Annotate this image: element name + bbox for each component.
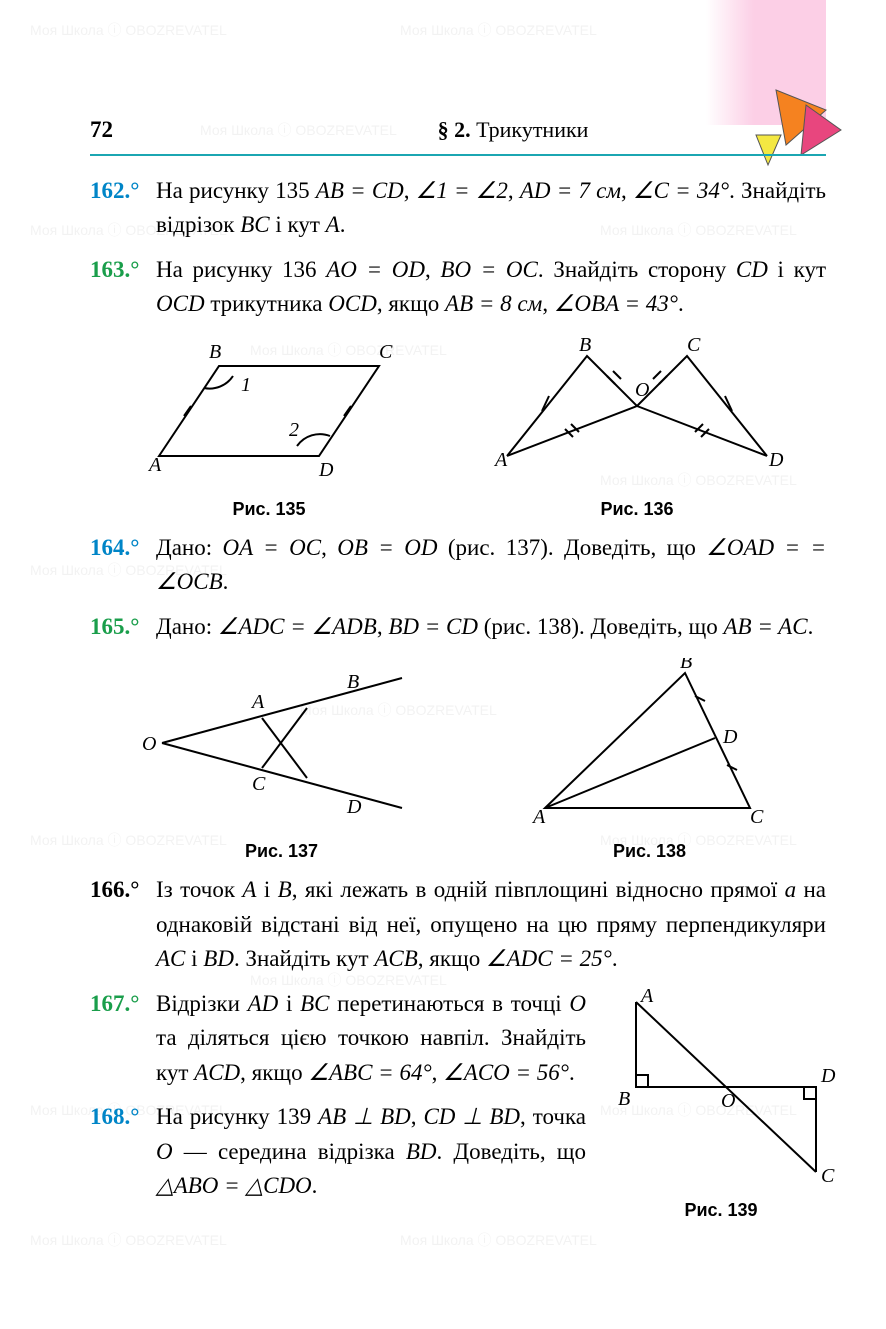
problem-text: На рисунку 136 AO = OD, BO = OC. Знайдіт…	[156, 253, 826, 322]
problem-text: Відрізки AD і BC перетинаються в точці O…	[156, 987, 586, 1091]
problem-text: На рисунку 135 AB = CD, ∠1 = ∠2, AD = 7 …	[156, 174, 826, 243]
svg-text:A: A	[493, 449, 508, 471]
figure-137: O A B C D Рис. 137	[132, 658, 432, 865]
svg-text:D: D	[768, 449, 784, 471]
problem-text: На рисунку 139 AB ⊥ BD, CD ⊥ BD, точка O…	[156, 1100, 586, 1204]
problems-167-168-with-fig139: 167.° Відрізки AD і BC перетинаються в т…	[90, 987, 826, 1224]
problem-164: 164.° Дано: OA = OC, OB = OD (рис. 137).…	[90, 531, 826, 600]
svg-text:B: B	[209, 341, 221, 363]
svg-text:O: O	[635, 379, 649, 401]
svg-text:D: D	[722, 726, 738, 748]
svg-text:1: 1	[241, 374, 251, 396]
svg-text:A: A	[639, 987, 654, 1007]
svg-text:D: D	[346, 796, 362, 818]
problem-text: Дано: OA = OC, OB = OD (рис. 137). Довед…	[156, 531, 826, 600]
problem-number: 163.°	[90, 253, 156, 322]
figure-caption: Рис. 136	[487, 496, 787, 523]
problem-number: 168.°	[90, 1100, 156, 1204]
page-header: 72 § 2. Трикутники	[90, 113, 826, 156]
svg-text:B: B	[347, 671, 359, 693]
svg-text:A: A	[531, 806, 546, 828]
figure-row-137-138: O A B C D Рис. 137 A B	[90, 658, 826, 865]
problem-162: 162.° На рисунку 135 AB = CD, ∠1 = ∠2, A…	[90, 174, 826, 243]
problem-text: Дано: ∠ADC = ∠ADB, BD = CD (рис. 138). Д…	[156, 610, 826, 645]
problem-166: 166.° Із точок A і B, які лежать в одній…	[90, 873, 826, 977]
svg-text:O: O	[721, 1090, 735, 1112]
problem-163: 163.° На рисунку 136 AO = OD, BO = OC. З…	[90, 253, 826, 322]
page-number: 72	[90, 113, 200, 148]
problem-167: 167.° Відрізки AD і BC перетинаються в т…	[90, 987, 586, 1091]
figure-caption: Рис. 138	[515, 838, 785, 865]
figure-row-135-136: A B C D 1 2 Рис. 135	[90, 336, 826, 523]
problem-number: 166.°	[90, 873, 156, 977]
figure-caption: Рис. 135	[129, 496, 409, 523]
problem-number: 164.°	[90, 531, 156, 600]
problem-168: 168.° На рисунку 139 AB ⊥ BD, CD ⊥ BD, т…	[90, 1100, 586, 1204]
figure-caption: Рис. 137	[132, 838, 432, 865]
problem-number: 165.°	[90, 610, 156, 645]
problem-text: Із точок A і B, які лежать в одній півпл…	[156, 873, 826, 977]
figure-139: A B O D C Рис. 139	[606, 987, 836, 1224]
figure-caption: Рис. 139	[606, 1197, 836, 1224]
svg-text:C: C	[252, 773, 266, 795]
problem-165: 165.° Дано: ∠ADC = ∠ADB, BD = CD (рис. 1…	[90, 610, 826, 645]
problem-number: 162.°	[90, 174, 156, 243]
svg-text:D: D	[318, 459, 334, 481]
figure-136: A B C D O Рис. 136	[487, 336, 787, 523]
svg-text:B: B	[618, 1088, 630, 1110]
svg-text:C: C	[821, 1165, 835, 1187]
svg-text:O: O	[142, 733, 156, 755]
svg-text:D: D	[820, 1065, 836, 1087]
figure-138: A B C D Рис. 138	[515, 658, 785, 865]
svg-text:B: B	[579, 336, 591, 356]
svg-text:2: 2	[289, 419, 299, 441]
svg-text:A: A	[250, 691, 265, 713]
svg-text:C: C	[750, 806, 764, 828]
svg-text:C: C	[687, 336, 701, 356]
figure-135: A B C D 1 2 Рис. 135	[129, 336, 409, 523]
svg-text:A: A	[147, 454, 162, 476]
problem-number: 167.°	[90, 987, 156, 1091]
svg-text:B: B	[680, 658, 692, 673]
chapter-label: § 2. Трикутники	[200, 113, 826, 146]
svg-text:C: C	[379, 341, 393, 363]
